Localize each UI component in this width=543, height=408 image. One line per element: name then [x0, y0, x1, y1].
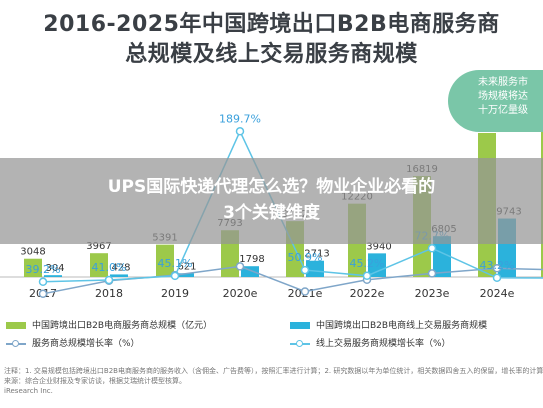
growth-label: 189.7%	[219, 112, 261, 125]
footnote-line1: 注释：1. 交易规模包括跨境出口B2B电商服务商的服务收入（含佣金、广告费等），…	[4, 367, 543, 375]
bubble-line1: 未来服务市	[478, 77, 528, 88]
bar-total	[24, 258, 42, 277]
bar-online	[241, 266, 259, 277]
footnote: 注释：1. 交易规模包括跨境出口B2B电商服务商的服务收入（含佣金、广告费等），…	[4, 366, 543, 396]
line-online-growth-point	[427, 244, 437, 253]
growth-label: 41.0%	[92, 261, 127, 274]
bubble-line3: 十万亿量级	[478, 105, 528, 116]
chart-title-line2: 总规模及线上交易服务商规模	[125, 42, 418, 67]
bar-online	[176, 273, 194, 277]
legend-bar-total: 中国跨境出口B2B电商服务商总规模（亿元）	[6, 318, 212, 331]
line-total-growth-point	[38, 289, 48, 299]
growth-label: 43.2%	[480, 259, 515, 272]
bar-online	[368, 253, 386, 277]
bar-online-label: 304	[45, 263, 64, 274]
bar-total	[90, 253, 108, 277]
line-total-growth-point	[427, 269, 437, 278]
legend-label: 线上交易服务商规模增长率（%）	[316, 339, 451, 349]
legend-label: 中国跨境出口B2B电商服务商总规模（亿元）	[32, 321, 213, 331]
line-online-growth-point	[362, 271, 372, 281]
bar-online-label: 621	[177, 261, 196, 272]
overlay-headline[interactable]: UPS国际快递代理怎么选？物业企业必看的 3个关键维度	[0, 174, 543, 226]
line-total-growth-point	[300, 287, 310, 296]
legend-label: 中国跨境出口B2B电商线上交易服务商规模	[316, 321, 488, 331]
legend-swatch-green	[6, 322, 26, 329]
source-mark: iResearch Inc.	[4, 387, 53, 395]
bar-online-label: 428	[111, 262, 130, 273]
x-tick-label: 2020e	[223, 287, 258, 300]
overlay-banner	[0, 158, 543, 244]
line-online-growth-point	[104, 275, 114, 285]
x-tick-label: 2022e	[350, 287, 385, 300]
footnote-line2: 来源：综合企业财报及专家访谈，根据艾瑞统计模型核算。	[4, 377, 186, 385]
x-tick-label: 2024e	[480, 287, 515, 300]
bar-online	[44, 275, 62, 277]
bubble-line2: 场规模将达	[478, 91, 528, 102]
legend-label: 服务商总规模增长率（%）	[32, 339, 140, 349]
line-online-growth-point	[38, 277, 48, 287]
x-tick-label: 2023e	[415, 287, 450, 300]
legend-line-grey	[6, 339, 26, 347]
line-online-growth-point	[235, 127, 245, 136]
line-online-growth-point	[170, 271, 180, 281]
x-tick-label: 2018	[95, 287, 123, 300]
bar-online	[306, 260, 324, 277]
line-online-growth-point	[492, 273, 502, 283]
legend-line-online: 线上交易服务商规模增长率（%）	[290, 336, 451, 349]
line-total-growth-point	[235, 262, 245, 271]
chart-title-line1: 2016-2025年中国跨境出口B2B电商服务商	[43, 12, 500, 37]
headline-line2: 3个关键维度	[223, 203, 320, 223]
bar-online	[110, 274, 128, 277]
growth-label: 50.9%	[288, 251, 323, 264]
line-online-growth-point	[300, 265, 310, 275]
legend-line-cyan	[290, 339, 310, 347]
bar-total-label: 3967	[86, 241, 111, 252]
growth-label: 45.2%	[350, 257, 385, 270]
bar-online-label: 2713	[304, 249, 329, 260]
legend-swatch-blue	[290, 322, 310, 329]
forecast-bubble: 未来服务市 场规模将达 十万亿量级	[448, 70, 543, 132]
bar-total	[156, 244, 174, 277]
bar-online-label: 1798	[239, 254, 264, 265]
bar-online-label: 3940	[366, 241, 391, 252]
bar-online	[433, 236, 451, 277]
growth-label: 45.1%	[158, 257, 193, 270]
x-tick-label: 2019	[161, 287, 189, 300]
growth-label: 39.2%	[26, 263, 61, 276]
legend-line-total: 服务商总规模增长率（%）	[6, 336, 140, 349]
headline-line1: UPS国际快递代理怎么选？物业企业必看的	[107, 177, 436, 197]
legend-bar-online: 中国跨境出口B2B电商线上交易服务商规模	[290, 318, 487, 331]
bar-total-label: 3048	[20, 247, 45, 258]
line-total-growth-point	[492, 264, 502, 273]
